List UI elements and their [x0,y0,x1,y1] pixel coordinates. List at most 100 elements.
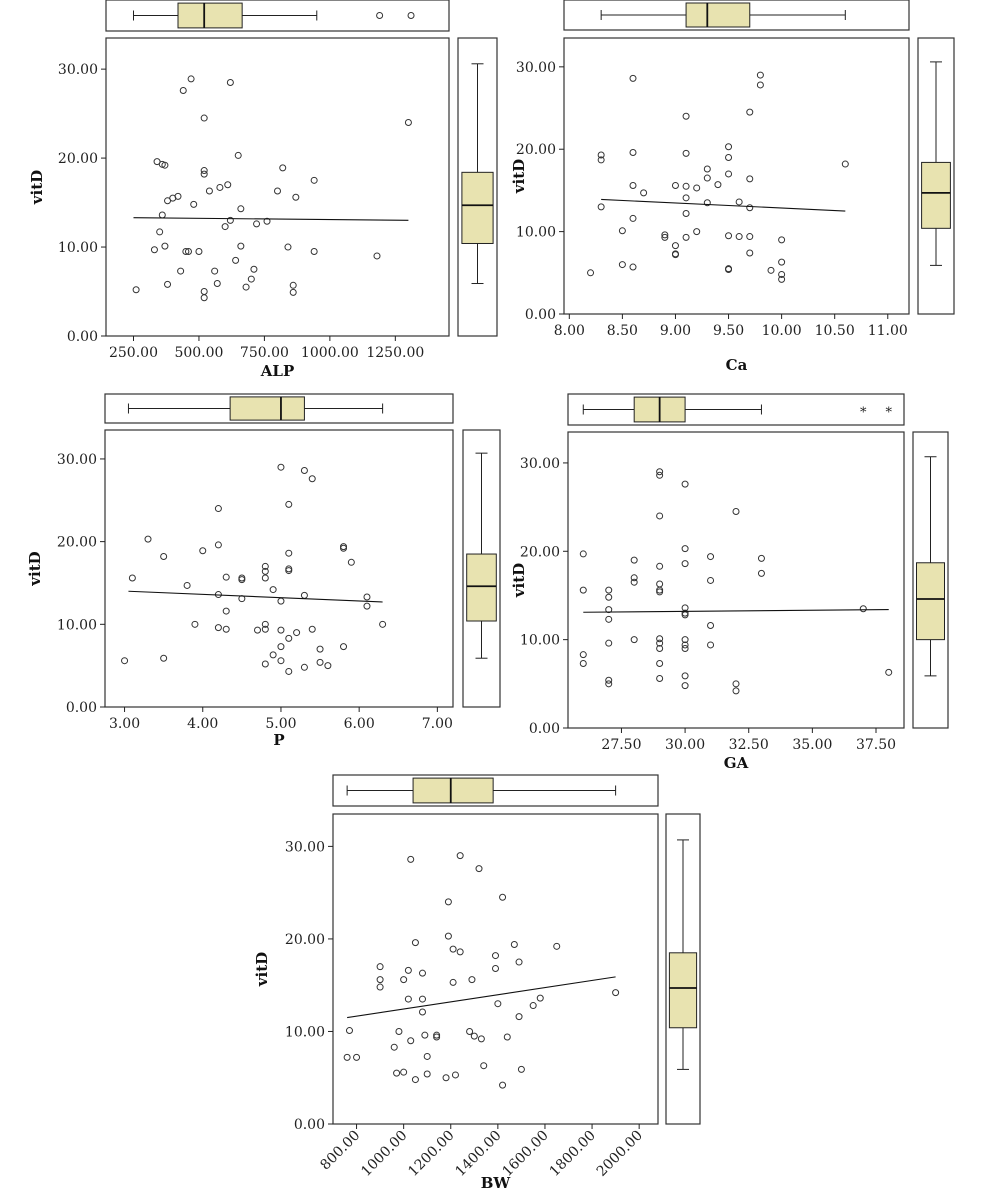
data-point [456,948,464,956]
data-point [316,658,324,666]
data-point [605,615,613,623]
data-point [725,265,733,273]
data-point [289,281,297,289]
data-point [503,1033,511,1041]
x-tick-label: 2000.00 [594,1128,646,1180]
data-point [757,554,765,562]
data-point [277,657,285,665]
x-tick-label: 750.00 [240,345,289,361]
data-point [681,560,689,568]
data-point [345,1027,353,1035]
data-point [661,231,669,239]
plot-area [567,431,905,729]
data-point [376,983,384,991]
y-tick-label: 30.00 [57,452,97,468]
data-point [156,228,164,236]
data-point [732,687,740,695]
x-tick-label: 1250.00 [366,345,424,361]
data-point [407,1037,415,1045]
x-tick-label: 1600.00 [500,1128,552,1180]
data-point [656,468,664,476]
data-point [605,606,613,614]
x-tick-label: 250.00 [109,345,158,361]
data-point [756,71,764,79]
data-point [128,574,136,582]
y-tick-label: 30.00 [520,456,560,472]
data-point [232,256,240,264]
x-tick-label: 1000.00 [301,345,359,361]
data-point [247,275,255,283]
data-point [703,174,711,182]
data-point [411,1076,419,1084]
data-point [160,654,168,662]
data-point [376,963,384,971]
data-point [587,269,595,277]
data-point [274,187,281,195]
data-point [778,258,786,266]
data-point [411,939,419,947]
y-tick-label: 20.00 [57,535,97,551]
data-point [292,193,300,201]
y-axis-label: vitD [253,952,271,987]
data-point [277,643,285,651]
y-tick-label: 30.00 [58,62,98,78]
data-point [449,945,457,953]
data-point [433,1033,441,1041]
data-point [310,176,318,184]
data-point [390,1043,398,1051]
data-point [423,1070,431,1078]
data-point [470,1032,478,1040]
y-tick-label: 20.00 [285,932,325,948]
plot-area [332,813,659,1125]
data-point [725,170,733,178]
data-point [517,1065,525,1073]
plot-area [104,429,454,708]
data-point [735,198,743,206]
data-point [682,194,690,202]
x-box [229,396,305,421]
data-point [150,246,158,254]
data-point [682,233,690,241]
data-point [191,620,199,628]
plot-area [105,37,450,337]
data-point [707,641,715,649]
data-point [494,1000,502,1008]
data-point [187,75,195,83]
data-point [418,1008,426,1016]
data-point [216,183,224,191]
data-point [261,567,269,575]
data-point [404,995,412,1003]
data-point [629,74,637,82]
data-point [285,634,293,642]
data-point [630,578,638,586]
data-point [605,593,613,601]
data-point [529,1002,537,1010]
y-axis-label: vitD [510,159,528,194]
data-point [515,1013,523,1021]
data-point [605,680,613,688]
data-point [179,86,187,94]
data-point [285,667,293,675]
data-point [226,78,234,86]
data-point [379,620,387,628]
data-point [725,143,733,151]
data-point [353,1053,361,1061]
data-point [250,265,258,273]
data-point [226,216,234,224]
data-point [237,242,245,250]
data-point [499,893,507,901]
data-point [132,286,140,294]
data-point [199,547,207,555]
x-tick-label: 800.00 [317,1128,363,1174]
data-point [161,242,169,250]
data-point [234,151,242,159]
x-tick-label: 37.50 [856,737,896,753]
x-tick-label: 9.00 [660,323,691,339]
data-point [373,252,381,260]
data-point [629,263,637,271]
data-point [183,581,191,589]
data-point [468,976,476,984]
x-tick-label: 1000.00 [358,1128,410,1180]
data-point [579,651,587,659]
data-point [340,643,348,651]
